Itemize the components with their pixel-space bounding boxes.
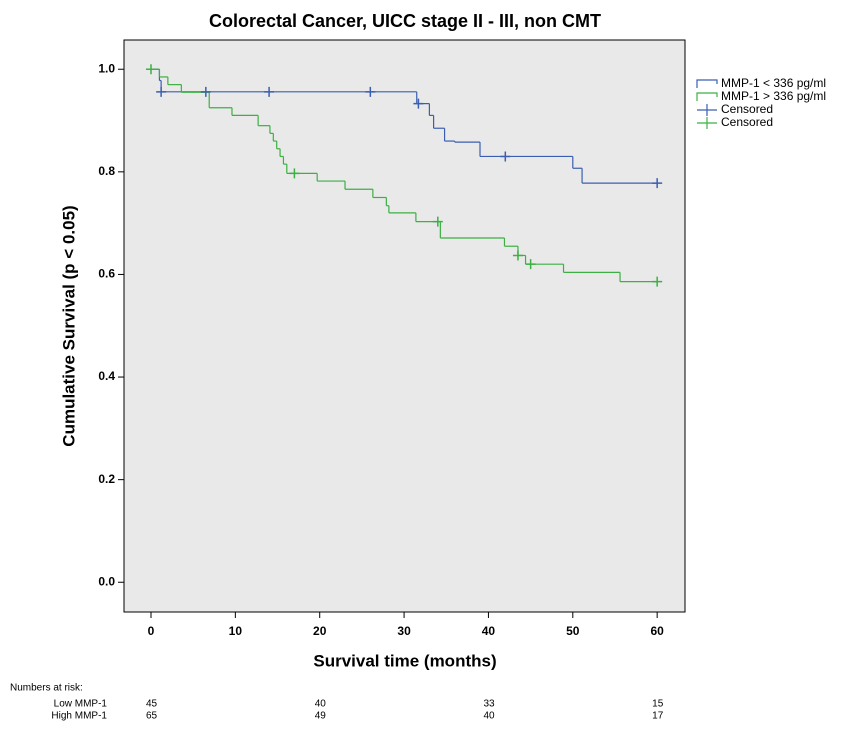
legend-label: Censored [721,102,773,116]
y-tick-label: 0.8 [98,164,115,178]
censor-mark [432,216,443,227]
censor-mark [512,250,523,261]
y-tick-label: 0.4 [98,369,115,383]
plot-area [123,39,686,613]
x-tick-label: 60 [650,624,664,638]
risk-count: 17 [652,711,664,722]
risk-row-label: Low MMP-1 [54,699,108,710]
censor-mark [525,259,536,270]
censor-mark [200,86,211,97]
censor-mark [652,276,663,287]
y-tick-label: 0.0 [98,574,115,588]
x-tick-label: 50 [566,624,580,638]
x-tick-label: 0 [148,624,155,638]
censor-mark [413,98,424,109]
censor-mark [145,64,156,75]
risk-count: 65 [146,711,158,722]
risk-count: 33 [483,699,495,710]
legend-swatch [697,117,717,129]
legend-label: MMP-1 > 336 pg/ml [721,89,826,103]
risk-count: 40 [483,711,495,722]
x-tick-label: 10 [229,624,243,638]
x-tick-label: 20 [313,624,327,638]
y-axis-label: Cumulative Survival (p < 0.05) [59,205,78,446]
censor-mark [156,86,167,97]
legend-label: MMP-1 < 336 pg/ml [721,76,826,90]
risk-count: 15 [652,699,664,710]
censor-mark [289,168,300,179]
censor-mark [365,86,376,97]
y-tick-label: 1.0 [98,61,115,75]
legend-swatch [696,92,718,101]
chart-title: Colorectal Cancer, UICC stage II - III, … [209,11,601,31]
legend-swatch [697,104,717,116]
risk-row-label: High MMP-1 [51,711,107,722]
y-tick-label: 0.6 [98,267,115,281]
censor-mark [264,86,275,97]
risk-count: 45 [146,699,158,710]
y-tick-label: 0.2 [98,472,115,486]
x-tick-label: 40 [482,624,496,638]
legend-swatch [696,79,718,88]
x-axis-label: Survival time (months) [313,651,496,670]
censor-mark [500,151,511,162]
legend-label: Censored [721,115,773,129]
risk-count: 40 [315,699,327,710]
risk-table-title: Numbers at risk: [10,683,83,694]
x-tick-label: 30 [397,624,411,638]
censor-mark [652,178,663,189]
risk-count: 49 [315,711,327,722]
